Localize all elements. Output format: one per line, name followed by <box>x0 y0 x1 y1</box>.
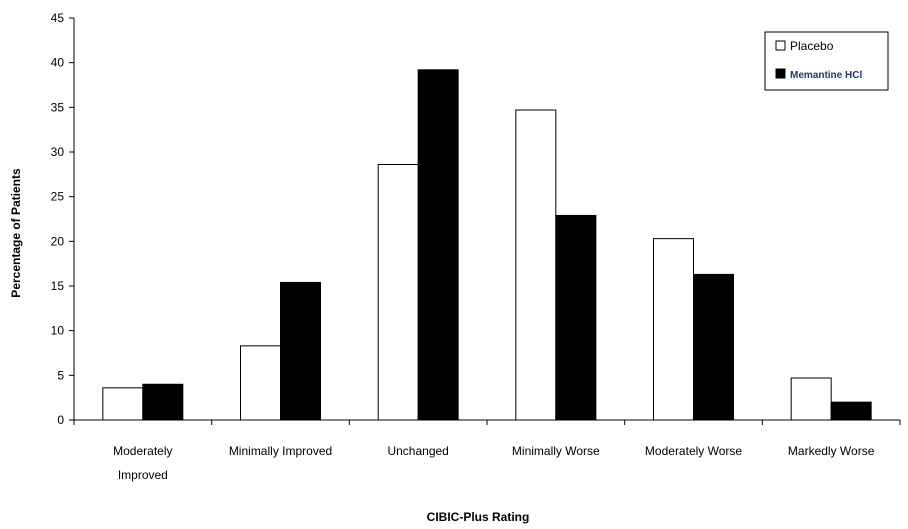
legend-swatch-placebo <box>775 40 786 51</box>
y-tick-label: 45 <box>51 11 65 25</box>
y-tick-label: 0 <box>57 413 64 427</box>
x-axis-ticks <box>73 420 901 425</box>
y-tick-label: 20 <box>51 234 65 248</box>
bars <box>102 69 872 421</box>
y-tick-label: 10 <box>51 324 65 338</box>
y-tick-label: 30 <box>51 145 65 159</box>
bar-memantine <box>555 214 597 421</box>
legend-box <box>764 31 889 91</box>
bar-memantine <box>693 273 734 421</box>
bar-placebo <box>790 377 832 421</box>
y-axis-title: Percentage of Patients <box>9 168 23 298</box>
bar-memantine <box>830 401 872 421</box>
category-label: Moderately Worse <box>645 444 742 458</box>
legend-label-memantine: Memantine HCl <box>790 70 862 81</box>
category-label: Markedly Worse <box>788 444 875 458</box>
y-tick-label: 5 <box>57 368 64 382</box>
y-tick-label: 15 <box>51 279 65 293</box>
bar-placebo <box>515 109 557 421</box>
category-label: Improved <box>118 468 168 482</box>
y-tick-label: 35 <box>51 100 65 114</box>
category-label: Minimally Worse <box>512 444 600 458</box>
y-tick-label: 25 <box>51 190 65 204</box>
legend: Placebo Memantine HCl <box>764 31 889 91</box>
bar-placebo <box>102 387 144 421</box>
bar-placebo <box>240 345 281 421</box>
y-tick-label: 40 <box>51 56 65 70</box>
bar-memantine <box>417 69 459 421</box>
y-axis-ticks: 0 5 10 15 20 25 30 35 40 45 <box>51 11 74 427</box>
legend-swatch-memantine <box>775 68 786 79</box>
bar-memantine <box>280 281 321 421</box>
category-labels: Moderately Improved Minimally Improved Unch… <box>113 444 875 482</box>
bar-memantine <box>142 383 184 421</box>
bar-placebo <box>653 238 694 421</box>
bar-placebo <box>377 164 419 421</box>
category-label: Minimally Improved <box>229 444 332 458</box>
x-axis-title: CIBIC-Plus Rating <box>427 510 530 524</box>
category-label: Unchanged <box>387 444 448 458</box>
category-label: Moderately <box>113 444 172 458</box>
legend-label-placebo: Placebo <box>790 39 834 53</box>
